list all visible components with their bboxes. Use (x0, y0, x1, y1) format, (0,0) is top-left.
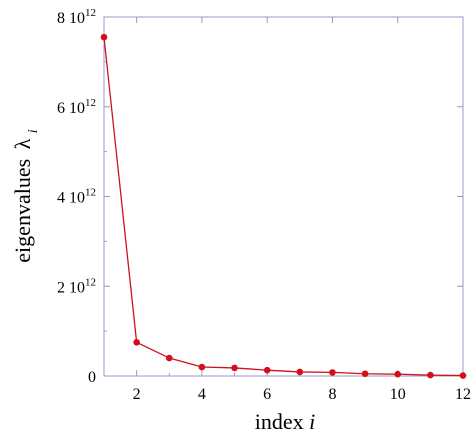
y-axis-title: eigenvalues λ i (10, 129, 41, 263)
data-point (165, 354, 173, 362)
y-axis-ticks: 0 2 1012 4 1012 6 1012 8 1012 (57, 7, 463, 386)
data-point (133, 339, 140, 346)
y-axis-title-sub: i (26, 129, 41, 133)
plot-frame (103, 16, 464, 377)
x-axis-ticks: 2 4 6 8 10 12 (103, 17, 471, 403)
data-point (329, 369, 336, 376)
data-point (100, 33, 108, 41)
x-tick-label: 10 (390, 386, 406, 403)
data-point (296, 368, 304, 376)
data-points (100, 33, 467, 379)
y-axis-title-symbol: λ (10, 138, 35, 149)
x-tick-label: 12 (455, 386, 471, 403)
data-point (263, 366, 271, 374)
x-axis-title-text: index (255, 409, 304, 434)
x-axis-title-var: i (309, 409, 315, 434)
y-tick-label: 0 (88, 369, 96, 386)
y-tick-label: 8 1012 (57, 7, 96, 27)
data-point (198, 363, 206, 371)
data-point (427, 371, 434, 379)
data-point (394, 370, 402, 378)
y-tick-label: 2 1012 (57, 276, 96, 296)
y-tick-label: 6 1012 (57, 97, 96, 117)
x-tick-label: 4 (198, 386, 206, 403)
x-tick-label: 8 (328, 386, 336, 403)
y-tick-label: 4 1012 (57, 187, 96, 207)
series-line (103, 37, 464, 377)
x-tick-label: 6 (263, 386, 271, 403)
x-axis-title: index i (255, 409, 316, 434)
x-tick-label: 2 (133, 386, 141, 403)
data-point (231, 364, 238, 372)
data-point (459, 372, 467, 379)
data-point (361, 370, 369, 378)
y-axis-title-text: eigenvalues (10, 159, 35, 263)
